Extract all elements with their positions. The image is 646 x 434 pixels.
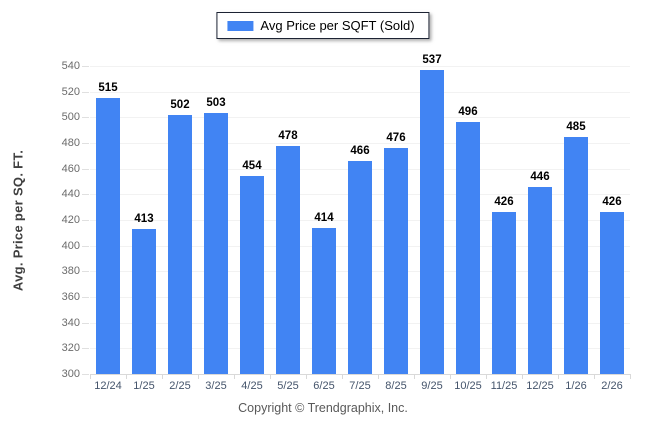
bar-value-label: 426	[602, 196, 622, 208]
x-axis-tick-label: 6/25	[313, 380, 335, 392]
bar-value-label: 502	[170, 99, 190, 111]
plot-area: 515 413 502 503 454 478 414 466 476 537 496 426 446 4…	[90, 54, 630, 375]
bar-9/25	[420, 70, 444, 374]
bar-8/25	[384, 148, 408, 374]
y-axis-tick-label: 400	[61, 240, 80, 252]
x-axis-tick	[342, 374, 343, 379]
y-axis-tick	[82, 143, 89, 144]
bar-value-label: 466	[350, 145, 370, 157]
x-axis-tick-label: 12/25	[526, 380, 554, 392]
y-axis-tick	[82, 323, 89, 324]
bar-4/25	[240, 176, 264, 374]
x-axis-tick-label: 2/26	[601, 380, 623, 392]
bar-value-label: 414	[314, 212, 334, 224]
bar-value-label: 503	[206, 97, 226, 109]
bar-1/26	[564, 137, 588, 374]
x-axis-tick-label: 1/25	[133, 380, 155, 392]
y-axis-tick-label: 340	[61, 317, 80, 329]
bar-12/24	[96, 98, 120, 374]
bar-value-label: 496	[458, 106, 478, 118]
x-axis-tick	[630, 374, 631, 379]
gridline	[90, 117, 630, 118]
y-axis-tick	[82, 117, 89, 118]
x-axis-tick	[486, 374, 487, 379]
x-axis-tick	[234, 374, 235, 379]
x-axis-tick	[450, 374, 451, 379]
y-axis-tick-label: 300	[61, 368, 80, 380]
gridline	[90, 143, 630, 144]
y-axis-tick	[82, 169, 89, 170]
bar-2/26	[600, 212, 624, 374]
y-axis-tick	[82, 220, 89, 221]
bar-7/25	[348, 161, 372, 374]
y-axis-tick	[82, 348, 89, 349]
x-axis-tick-label: 2/25	[169, 380, 191, 392]
chart-legend: Avg Price per SQFT (Sold)	[216, 12, 430, 39]
bar-6/25	[312, 228, 336, 374]
bar-1/25	[132, 229, 156, 374]
y-axis-tick-label: 440	[61, 188, 80, 200]
y-axis-tick	[82, 297, 89, 298]
y-axis-tick	[82, 246, 89, 247]
legend-series-label: Avg Price per SQFT (Sold)	[260, 18, 415, 33]
y-axis-tick-label: 320	[61, 342, 80, 354]
legend-swatch-icon	[227, 20, 254, 31]
bar-value-label: 476	[386, 132, 406, 144]
x-axis-tick-label: 12/24	[94, 380, 122, 392]
x-axis-tick-label: 5/25	[277, 380, 299, 392]
gridline	[90, 92, 630, 93]
bar-2/25	[168, 115, 192, 374]
y-axis-tick-label: 480	[61, 137, 80, 149]
x-axis-tick	[126, 374, 127, 379]
bar-3/25	[204, 113, 228, 374]
bar-value-label: 485	[566, 121, 586, 133]
x-axis-tick	[414, 374, 415, 379]
x-axis-baseline	[90, 374, 630, 375]
y-axis-tick-label: 460	[61, 163, 80, 175]
x-axis-tick	[90, 374, 91, 379]
x-axis-tick-label: 4/25	[241, 380, 263, 392]
x-axis-tick-label: 1/26	[565, 380, 587, 392]
x-axis-tick	[306, 374, 307, 379]
x-axis-tick-label: 8/25	[385, 380, 407, 392]
x-axis-tick-label: 3/25	[205, 380, 227, 392]
x-axis-tick-label: 9/25	[421, 380, 443, 392]
y-axis-tick-label: 540	[61, 60, 80, 72]
x-axis-tick	[198, 374, 199, 379]
x-axis-tick-label: 10/25	[454, 380, 482, 392]
x-axis-tick	[558, 374, 559, 379]
copyright-notice: Copyright © Trendgraphix, Inc.	[238, 401, 408, 415]
y-axis-tick	[82, 66, 89, 67]
bar-value-label: 515	[98, 82, 118, 94]
y-axis-tick-label: 380	[61, 265, 80, 277]
y-axis-tick	[82, 92, 89, 93]
bar-value-label: 478	[278, 130, 298, 142]
gridline	[90, 66, 630, 67]
bar-value-label: 413	[134, 213, 154, 225]
x-axis-tick	[522, 374, 523, 379]
y-axis-tick-label: 360	[61, 291, 80, 303]
bar-value-label: 446	[530, 171, 550, 183]
bar-10/25	[456, 122, 480, 374]
x-axis-tick	[270, 374, 271, 379]
x-axis-tick-label: 7/25	[349, 380, 371, 392]
bar-value-label: 454	[242, 160, 262, 172]
x-axis-tick	[162, 374, 163, 379]
x-axis-tick-label: 11/25	[490, 380, 518, 392]
y-axis-tick-label: 500	[61, 111, 80, 123]
y-axis-tick	[82, 271, 89, 272]
bar-value-label: 426	[494, 196, 514, 208]
y-axis-tick-label: 420	[61, 214, 80, 226]
x-axis-tick	[378, 374, 379, 379]
bar-12/25	[528, 187, 552, 374]
bar-value-label: 537	[422, 54, 442, 66]
y-axis-tick	[82, 374, 89, 375]
x-axis-tick	[594, 374, 595, 379]
bar-11/25	[492, 212, 516, 374]
y-axis-tick	[82, 194, 89, 195]
bar-5/25	[276, 146, 300, 374]
y-axis-tick-label: 520	[61, 86, 80, 98]
